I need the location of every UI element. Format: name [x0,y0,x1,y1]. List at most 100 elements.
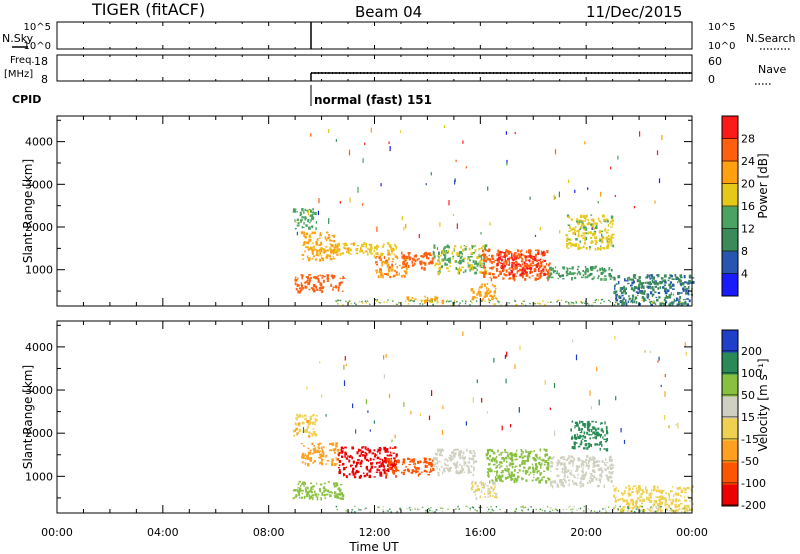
data-cell [573,441,576,445]
data-cell [468,457,471,461]
data-cell [489,267,491,270]
data-cell [482,263,485,266]
data-cell [536,263,539,265]
data-cell [315,496,319,498]
data-cell [661,135,663,141]
data-cell [476,489,478,492]
data-cell [646,285,649,288]
data-cell [496,268,499,272]
data-cell [589,274,591,276]
data-cell [452,303,454,306]
data-cell [539,272,542,275]
data-cell [314,290,316,293]
data-cell [650,303,653,306]
data-cell [345,466,348,469]
data-cell [567,224,571,226]
data-cell [525,449,527,453]
data-cell [688,510,690,512]
colorbar-tick-label: 12 [741,223,755,236]
data-cell [512,265,515,267]
data-cell [536,273,539,277]
data-cell [375,271,378,274]
data-cell [581,460,584,463]
data-cell [361,446,364,449]
data-cell [587,231,590,235]
data-cell [321,248,324,251]
y-tick-label: 1000 [25,264,53,277]
data-cell [390,457,393,460]
data-cell [624,278,626,281]
data-cell [394,459,397,462]
data-cell [558,299,560,301]
data-cell [597,201,599,204]
data-cell [639,499,642,502]
data-cell [449,468,452,472]
data-cell [685,303,687,305]
data-cell [641,506,643,508]
data-cell [685,508,688,511]
data-cell [338,454,340,457]
data-cell [511,466,514,469]
data-cell [522,303,524,305]
data-cell [566,267,569,271]
data-cell [597,484,600,488]
data-cell [499,270,502,274]
data-cell [559,230,561,234]
data-cell [321,454,325,458]
data-cell [653,282,655,285]
data-cell [369,511,371,513]
data-cell [565,459,568,461]
data-cell [505,378,507,384]
data-cell [338,460,342,463]
data-cell [439,269,441,273]
data-cell [547,301,549,303]
data-cell [592,465,595,468]
data-cell [492,257,495,260]
data-cell [303,414,307,417]
data-cell [534,234,537,237]
data-cell [675,276,678,279]
data-cell [311,251,314,255]
data-cell [686,298,689,300]
data-cell [388,245,391,248]
data-cell [327,489,330,493]
data-cell [357,186,359,193]
data-cell [375,461,378,465]
data-cell [316,250,318,253]
data-cell [470,471,473,474]
data-cell [591,218,595,222]
data-cell [402,265,404,268]
data-cell [619,505,621,508]
data-cell [600,191,602,197]
data-cell [480,283,484,285]
data-cell [587,302,589,305]
data-cell [630,499,633,503]
data-cell [310,482,313,485]
data-cell [624,280,627,282]
data-cell [574,426,576,429]
data-cell [567,273,570,275]
data-cell [397,469,400,472]
x-tick-label: 08:00 [253,526,285,539]
data-cell [380,447,382,450]
data-cell [628,487,631,491]
data-cell [662,489,665,492]
data-cell [479,481,482,484]
data-cell [325,455,327,458]
data-cell [378,465,381,468]
data-cell [338,282,342,285]
data-cell [445,259,448,261]
power-ylabel: Slant Range [km] [21,159,35,263]
data-cell [446,300,448,303]
data-cell [625,500,628,502]
data-cell [433,244,436,248]
data-cell [496,470,499,473]
data-cell [386,459,388,461]
data-cell [664,291,668,295]
data-cell [668,304,670,306]
data-cell [512,268,515,271]
data-cell [448,259,451,263]
data-cell [487,487,490,491]
scatter-blob [485,448,551,484]
data-cell [517,475,520,479]
